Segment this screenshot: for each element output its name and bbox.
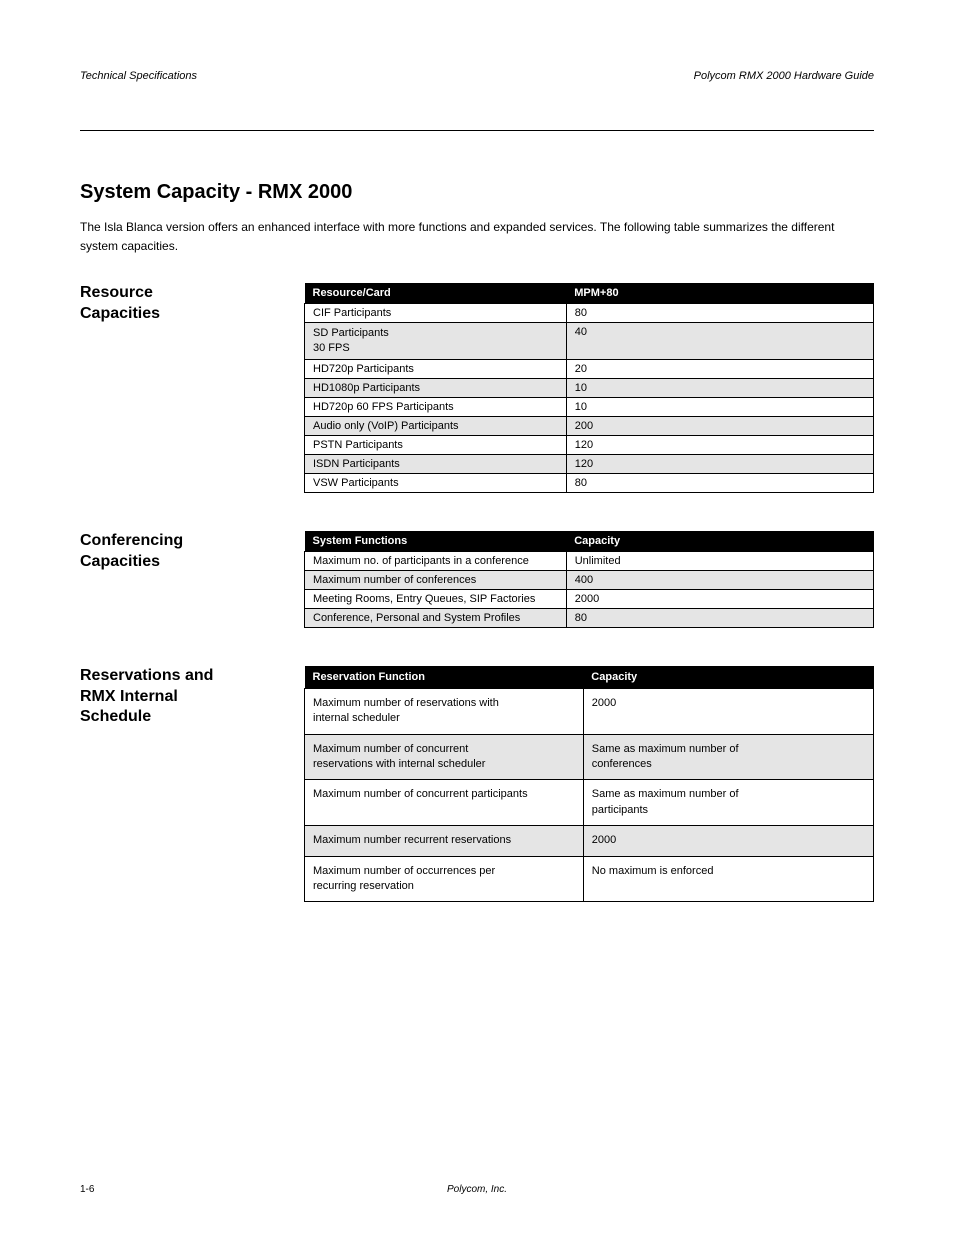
col-header: MPM+80 (566, 283, 873, 304)
intro-paragraph: The Isla Blanca version offers an enhanc… (80, 218, 874, 255)
table-row: HD1080p Participants 10 (305, 378, 874, 397)
scheduler-block: Reservations and RMX Internal Schedule R… (80, 666, 874, 903)
col-header: Reservation Function (305, 666, 584, 689)
conferencing-block: Conferencing Capacities System Functions… (80, 531, 874, 628)
header-left: Technical Specifications (80, 70, 197, 82)
table-row: Maximum number of concurrent reservation… (305, 734, 874, 780)
resources-block: Resource Capacities Resource/Card MPM+80… (80, 283, 874, 493)
table-row: PSTN Participants 120 (305, 435, 874, 454)
resources-table: Resource/Card MPM+80 CIF Participants 80… (304, 283, 874, 493)
table-header-row: System Functions Capacity (305, 531, 874, 552)
section-title: System Capacity - RMX 2000 (80, 181, 874, 204)
table-row: Conference, Personal and System Profiles… (305, 608, 874, 627)
table-row: HD720p 60 FPS Participants 10 (305, 397, 874, 416)
col-header: Capacity (566, 531, 873, 552)
header-rule (80, 130, 874, 131)
col-header: Resource/Card (305, 283, 567, 304)
conferencing-table: System Functions Capacity Maximum no. of… (304, 531, 874, 628)
table-row: HD720p Participants 20 (305, 359, 874, 378)
table-header-row: Resource/Card MPM+80 (305, 283, 874, 304)
table-row: Maximum number of reservations with inte… (305, 688, 874, 734)
table-row: SD Participants 30 FPS 40 (305, 323, 874, 360)
table-row: ISDN Participants 120 (305, 454, 874, 473)
scheduler-heading: Reservations and RMX Internal Schedule (80, 666, 286, 728)
page-number: 1-6 (80, 1184, 94, 1195)
table-row: VSW Participants 80 (305, 473, 874, 492)
page-footer: 1-6 Polycom, Inc. (80, 1184, 874, 1195)
resources-heading: Resource Capacities (80, 283, 286, 325)
table-row: Maximum number of occurrences per recurr… (305, 856, 874, 902)
col-header: Capacity (583, 666, 873, 689)
col-header: System Functions (305, 531, 567, 552)
header-right: Polycom RMX 2000 Hardware Guide (694, 70, 874, 82)
footer-text: Polycom, Inc. (447, 1184, 507, 1195)
table-row: Maximum no. of participants in a confere… (305, 551, 874, 570)
table-row: Maximum number recurrent reservations 20… (305, 826, 874, 856)
table-header-row: Reservation Function Capacity (305, 666, 874, 689)
scheduler-table: Reservation Function Capacity Maximum nu… (304, 666, 874, 903)
table-row: Audio only (VoIP) Participants 200 (305, 416, 874, 435)
conferencing-heading: Conferencing Capacities (80, 531, 286, 573)
table-row: Meeting Rooms, Entry Queues, SIP Factori… (305, 589, 874, 608)
table-row: CIF Participants 80 (305, 304, 874, 323)
table-row: Maximum number of concurrent participant… (305, 780, 874, 826)
table-row: Maximum number of conferences 400 (305, 570, 874, 589)
